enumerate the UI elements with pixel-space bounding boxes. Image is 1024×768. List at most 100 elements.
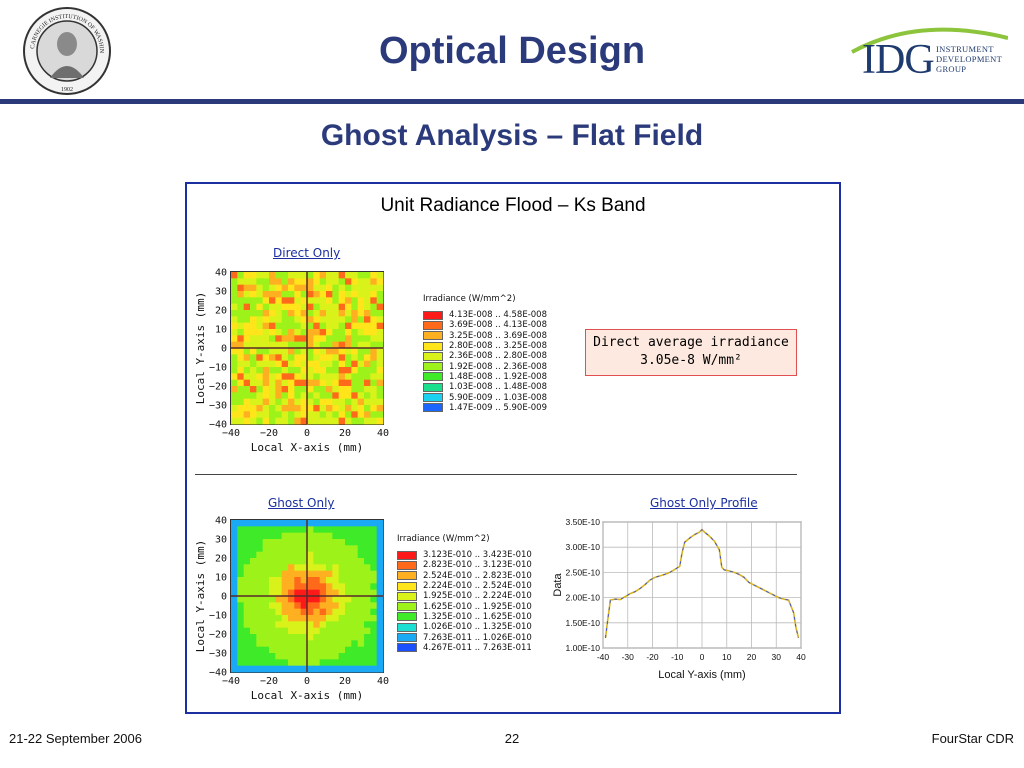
legend-swatch	[423, 310, 443, 320]
legend-row: 3.123E-010 .. 3.423E-010	[397, 550, 532, 560]
heatmap-cell	[364, 303, 371, 311]
heatmap-cell	[281, 392, 289, 400]
heatmap-cell	[281, 577, 289, 584]
heatmap-cell	[262, 646, 270, 654]
heatmap-cell	[326, 589, 333, 597]
heatmap-cell	[269, 545, 276, 553]
heatmap-cell	[326, 398, 333, 406]
heatmap-cell	[357, 564, 365, 572]
heatmap-cell	[281, 640, 289, 648]
heatmap-cell	[262, 634, 270, 641]
heatmap-cell	[237, 520, 245, 527]
heatmap-cell	[364, 367, 371, 374]
heatmap-cell	[338, 539, 346, 546]
heatmap-cell	[307, 392, 314, 400]
heatmap-cell	[313, 284, 321, 292]
heatmap-cell	[243, 367, 251, 374]
heatmap-cell	[262, 348, 270, 355]
heatmap-cell	[319, 272, 327, 279]
heatmap-cell	[281, 539, 289, 546]
heatmap-cell	[319, 348, 327, 355]
heatmap-cell	[269, 322, 276, 330]
heatmap-cell	[281, 596, 289, 603]
heatmap-cell	[332, 367, 340, 374]
heatmap-cell	[376, 646, 384, 654]
legend-row: 3.69E-008 .. 4.13E-008	[423, 320, 547, 330]
heatmap-cell	[294, 379, 302, 387]
heatmap-cell	[237, 646, 245, 654]
heatmap-cell	[338, 335, 346, 343]
heatmap-cell	[250, 373, 257, 381]
heatmap-cell	[294, 291, 302, 298]
heatmap-cell	[319, 316, 327, 324]
heatmap-cell	[326, 310, 333, 317]
heatmap-cell	[313, 392, 321, 400]
heatmap-cell	[326, 284, 333, 292]
heatmap-cell	[256, 297, 264, 305]
heatmap-cell	[243, 621, 251, 629]
heatmap-cell	[319, 417, 327, 425]
heatmap-cell	[364, 520, 371, 527]
legend-swatch	[423, 320, 443, 330]
heatmap-cell	[307, 545, 314, 553]
heatmap-cell	[338, 551, 346, 559]
heatmap-cell	[294, 392, 302, 400]
heatmap-cell	[288, 640, 295, 648]
heatmap-cell	[288, 532, 295, 540]
heatmap-cell	[294, 653, 302, 660]
heatmap-cell	[237, 526, 245, 534]
heatmap-cell	[370, 558, 378, 565]
heatmap-cell	[288, 665, 295, 673]
heatmap-cell	[307, 360, 314, 368]
heatmap-cell	[370, 653, 378, 660]
heatmap-cell	[364, 634, 371, 641]
heatmap-cell	[332, 392, 340, 400]
heatmap-cell	[364, 621, 371, 629]
heatmap-cell	[332, 640, 340, 648]
heatmap-cell	[288, 398, 295, 406]
heatmap-cell	[338, 379, 346, 387]
heatmap-cell	[326, 640, 333, 648]
heatmap-cell	[231, 551, 238, 559]
heatmap-cell	[364, 373, 371, 381]
idg-logo-text: INSTRUMENT DEVELOPMENT GROUP	[936, 44, 1002, 74]
heatmap-cell	[269, 621, 276, 629]
heatmap-cell	[275, 310, 283, 317]
heatmap-cell	[351, 367, 359, 374]
heatmap-cell	[294, 570, 302, 578]
heatmap-cell	[313, 354, 321, 362]
heatmap-cell	[357, 335, 365, 343]
heatmap-cell	[243, 520, 251, 527]
heatmap-cell	[294, 596, 302, 603]
heatmap-cell	[275, 634, 283, 641]
heatmap-cell	[288, 348, 295, 355]
heatmap-cell	[313, 278, 321, 286]
heatmap-cell	[231, 653, 238, 660]
heatmap-cell	[250, 615, 257, 622]
heatmap-cell	[351, 284, 359, 292]
heatmap-cell	[237, 386, 245, 393]
heatmap-cell	[269, 596, 276, 603]
heatmap-cell	[262, 303, 270, 311]
heatmap-cell	[376, 532, 384, 540]
heatmap-cell	[319, 411, 327, 419]
heatmap-cell	[262, 278, 270, 286]
x-tick-label: 0	[304, 676, 310, 687]
footer-date: 21-22 September 2006	[9, 731, 142, 746]
heatmap-cell	[313, 545, 321, 553]
heatmap-cell	[307, 310, 314, 317]
y-tick-label: 20	[215, 554, 227, 565]
heatmap-cell	[338, 341, 346, 349]
heatmap-cell	[351, 653, 359, 660]
heatmap-cell	[237, 564, 245, 572]
heatmap-cell	[307, 570, 314, 578]
legend-swatch	[397, 550, 417, 560]
heatmap-cell	[376, 634, 384, 641]
heatmap-cell	[237, 532, 245, 540]
heatmap-cell	[269, 373, 276, 381]
heatmap-cell	[319, 520, 327, 527]
y-axis-label: Local Y-axis (mm)	[194, 540, 207, 653]
heatmap-cell	[357, 634, 365, 641]
heatmap-cell	[300, 551, 308, 559]
heatmap-cell	[345, 634, 352, 641]
